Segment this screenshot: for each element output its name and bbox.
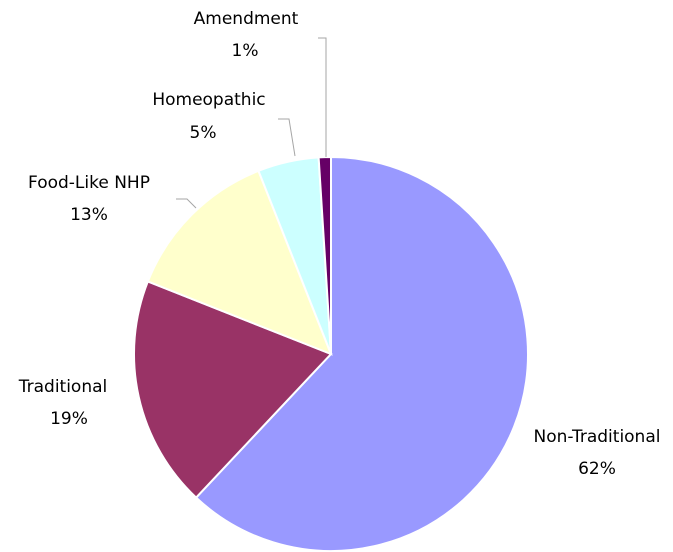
pie-slice-food-like-nhp — [146, 169, 333, 356]
slice-value-traditional: 19% — [50, 409, 88, 429]
slice-value-homeopathic: 5% — [190, 123, 217, 143]
pie-slices — [133, 155, 529, 552]
leader-line-amendment — [318, 37, 327, 157]
slice-label-non-traditional: Non-Traditional — [534, 427, 661, 447]
slice-value-amendment: 1% — [232, 41, 259, 61]
slice-label-traditional: Traditional — [18, 377, 108, 397]
pie-slice-non-traditional — [194, 155, 529, 552]
slice-label-amendment: Amendment — [194, 9, 299, 29]
slice-value-non-traditional: 62% — [578, 459, 616, 479]
slice-label-food-like-nhp: Food-Like NHP — [28, 173, 150, 193]
pie-slice-amendment — [317, 155, 332, 355]
leader-line-homeopathic — [278, 118, 296, 157]
leader-line-food-like-nhp — [176, 198, 197, 209]
leader-lines — [176, 37, 327, 209]
slice-label-homeopathic: Homeopathic — [152, 90, 265, 110]
slice-value-food-like-nhp: 13% — [70, 205, 108, 225]
